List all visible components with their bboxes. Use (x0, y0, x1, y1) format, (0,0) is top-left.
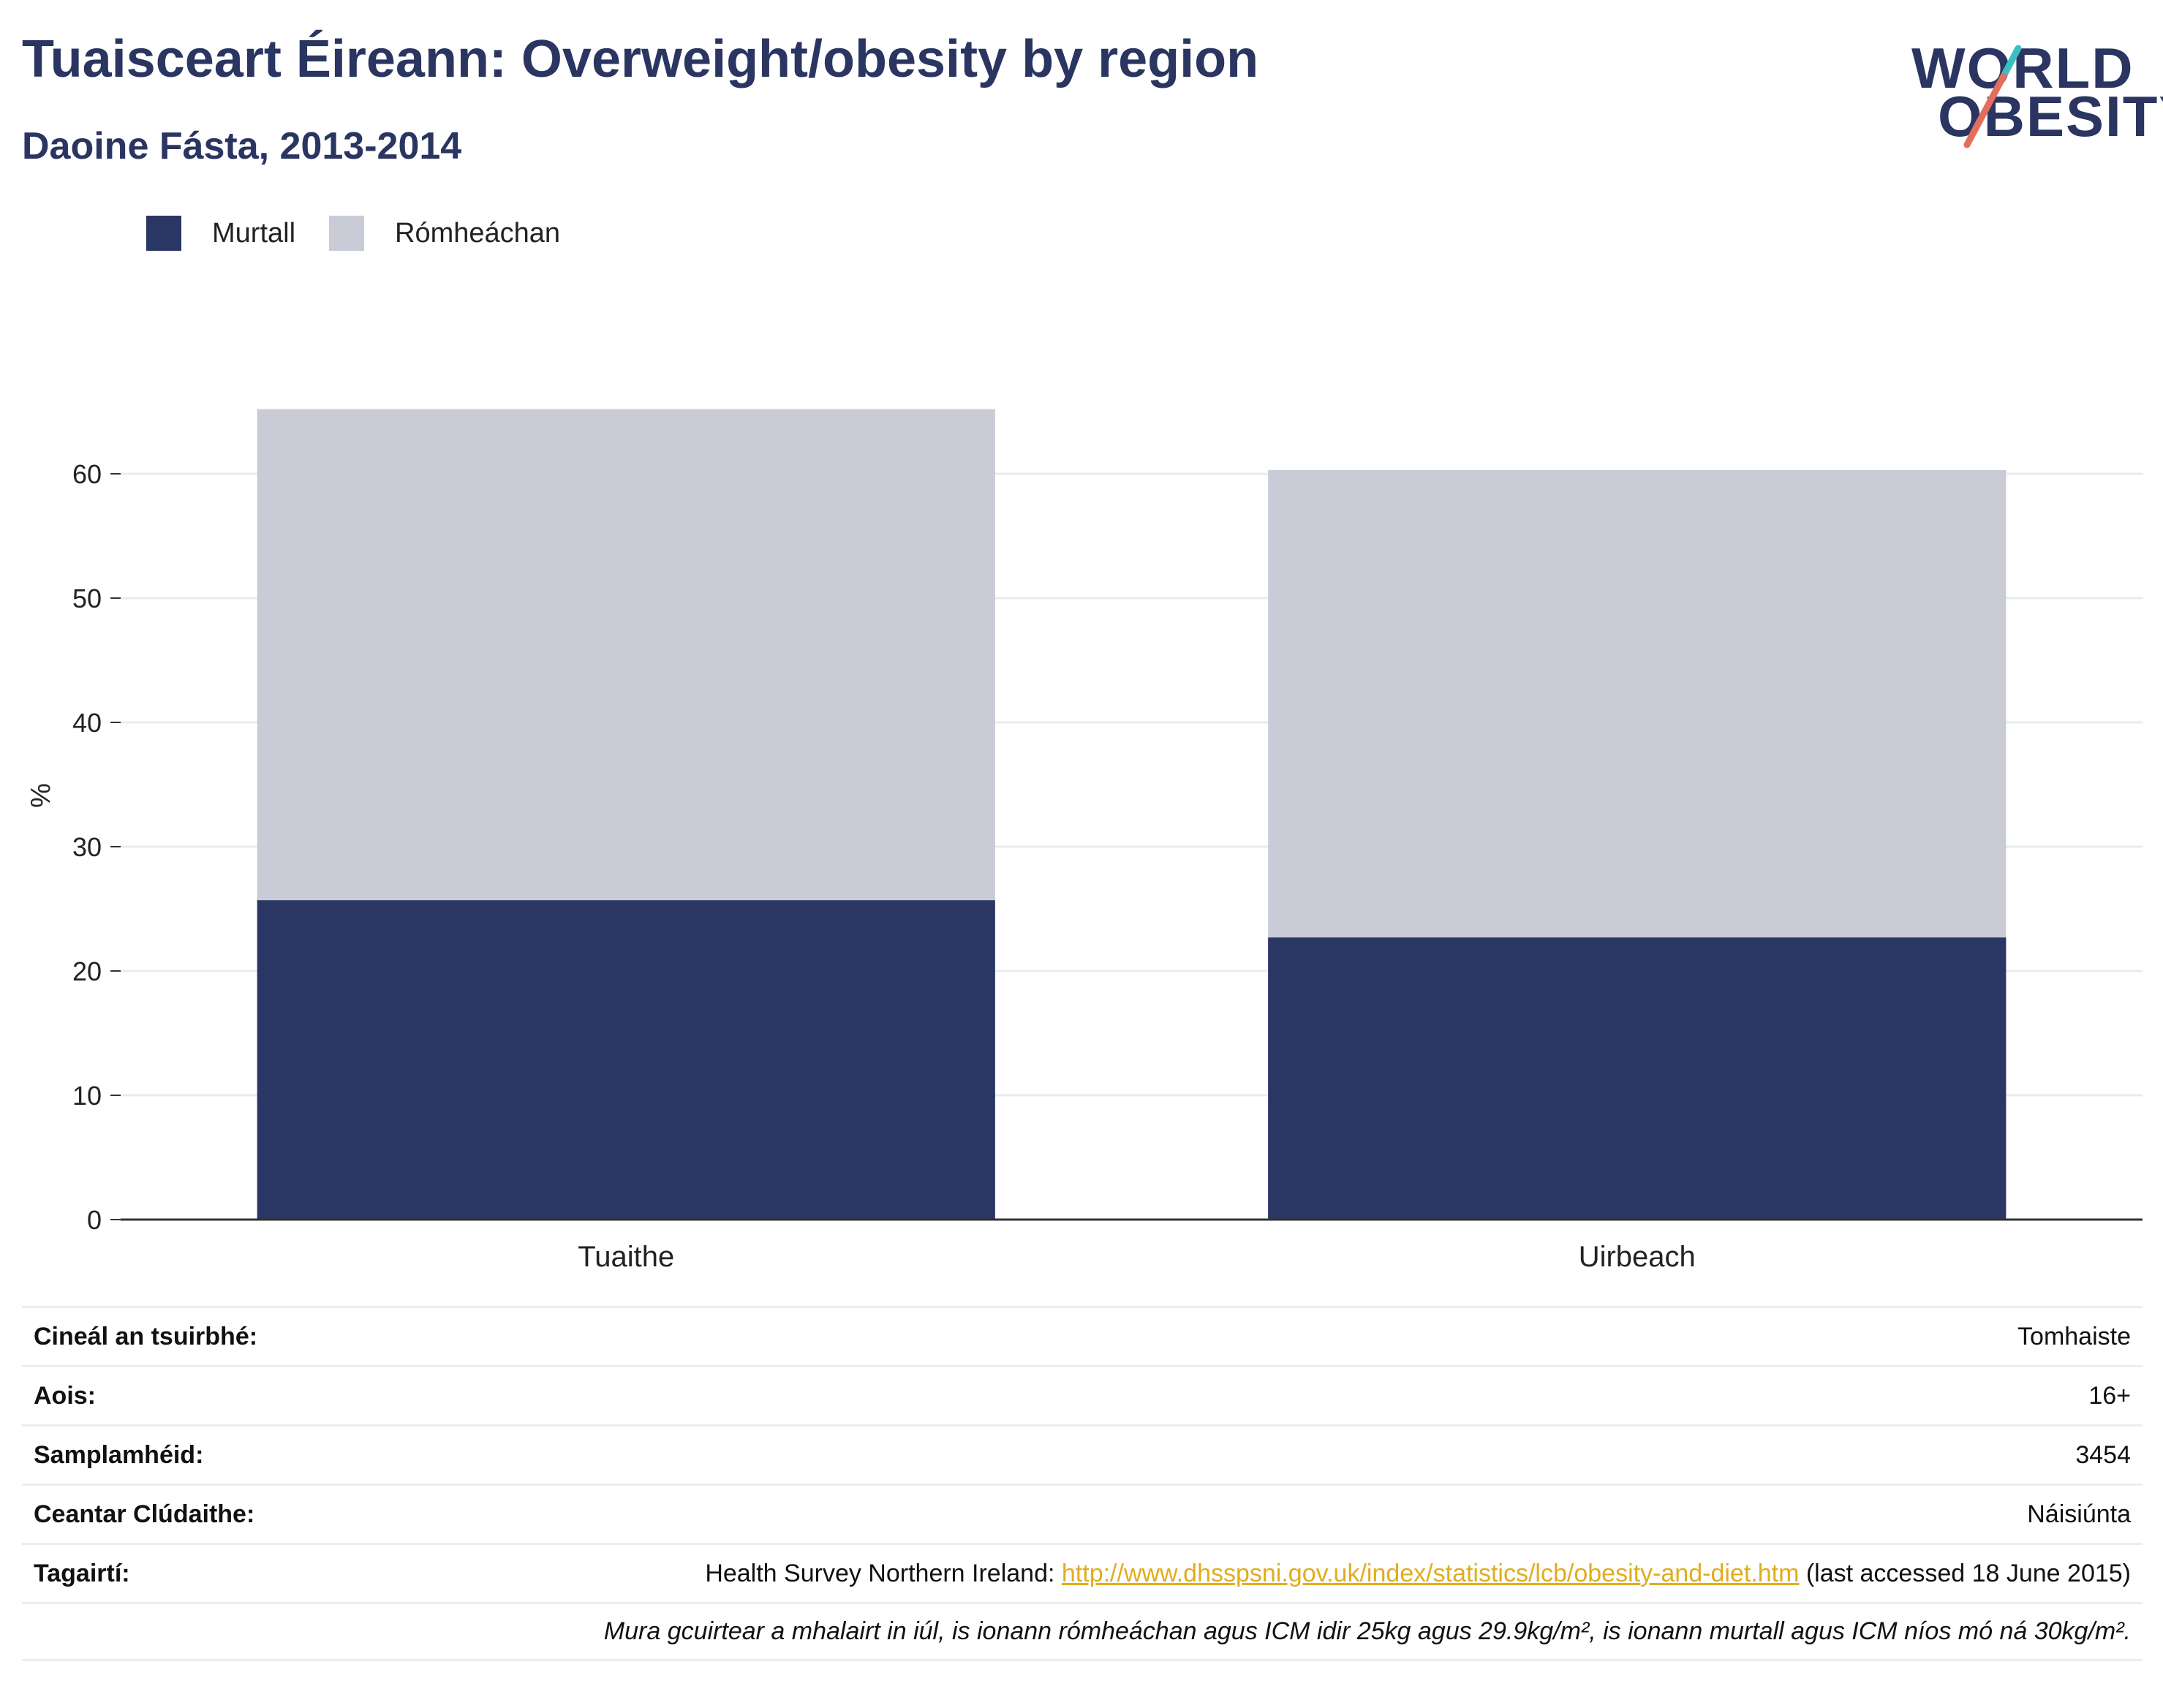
y-tick-label: 20 (72, 956, 102, 986)
y-tick-label: 30 (72, 832, 102, 862)
info-row-references: Tagairtí: Health Survey Northern Ireland… (22, 1543, 2143, 1602)
legend-swatch-obese (146, 216, 181, 251)
info-row-area-covered: Ceantar Clúdaithe: Náisiúnta (22, 1484, 2143, 1543)
info-row-sample-size: Samplamhéid: 3454 (22, 1424, 2143, 1484)
reference-suffix: (last accessed 18 June 2015) (1799, 1559, 2131, 1587)
logo-line2: OBESITY (1938, 84, 2163, 148)
logo-line1: WORLD (1911, 36, 2134, 100)
legend-swatch-overweight (329, 216, 365, 251)
reference-text: Health Survey Northern Ireland: http://w… (705, 1560, 2131, 1588)
bar-obese (257, 900, 995, 1220)
bar-overweight (257, 409, 995, 901)
legend-label-obese: Murtall (212, 217, 296, 249)
reference-prefix: Health Survey Northern Ireland: (705, 1559, 1062, 1587)
stacked-bar-chart: 0 10 20 30 40 50 60% Tuaithe Uirbeach (26, 409, 2143, 1273)
world-obesity-logo: WORLD OBESITY (1909, 22, 2163, 154)
legend-label-overweight: Rómheáchan (395, 217, 561, 249)
info-row-survey-type: Cineál an tsuirbhé: Tomhaiste (22, 1306, 2143, 1365)
page-subtitle: Daoine Fásta, 2013-2014 (22, 125, 462, 167)
page-title: Tuaisceart Éireann: Overweight/obesity b… (22, 30, 1259, 88)
note-text: Mura gcuirtear a mhalairt in iúl, is ion… (603, 1617, 2131, 1645)
info-value: 3454 (2075, 1440, 2131, 1469)
info-value: 16+ (2088, 1381, 2131, 1410)
info-row-age: Aois: 16+ (22, 1365, 2143, 1424)
info-value: Tomhaiste (2017, 1322, 2131, 1350)
info-key: Aois: (34, 1381, 96, 1410)
definition-note: Mura gcuirtear a mhalairt in iúl, is ion… (22, 1602, 2143, 1661)
bar-obese (1268, 937, 2007, 1220)
bar-overweight (1268, 469, 2007, 938)
survey-info-table: Cineál an tsuirbhé: Tomhaiste Aois: 16+ … (22, 1306, 2143, 1661)
x-tick-label: Tuaithe (578, 1241, 674, 1273)
y-tick-label: 60 (72, 459, 102, 489)
y-tick-label: 50 (72, 583, 102, 613)
info-value: Náisiúnta (2027, 1500, 2131, 1528)
y-tick-label: 10 (72, 1081, 102, 1111)
y-axis-label: % (26, 783, 56, 808)
info-key: Tagairtí: (34, 1559, 130, 1587)
info-key: Cineál an tsuirbhé: (34, 1322, 258, 1350)
info-key: Ceantar Clúdaithe: (34, 1500, 255, 1528)
y-tick-label: 0 (87, 1205, 102, 1235)
y-tick-label: 40 (72, 708, 102, 738)
x-tick-label: Uirbeach (1579, 1241, 1696, 1273)
logo-slash-icon (1963, 45, 2022, 148)
reference-link[interactable]: http://www.dhsspsni.gov.uk/index/statist… (1061, 1559, 1800, 1587)
chart-legend: Murtall Rómheáchan (146, 216, 594, 251)
info-key: Samplamhéid: (34, 1440, 204, 1469)
